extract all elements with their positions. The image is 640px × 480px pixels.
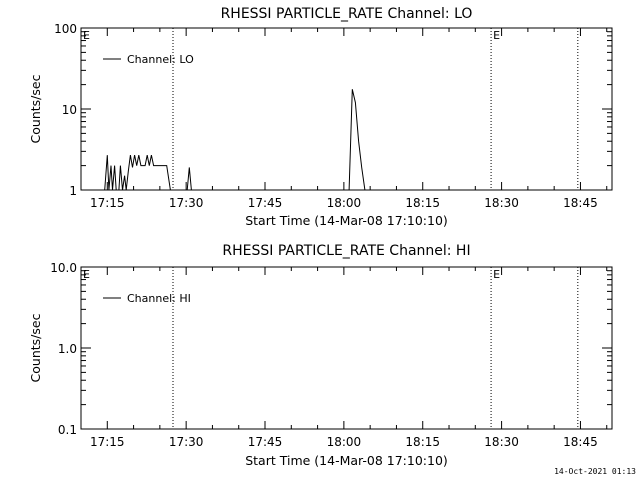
y-tick-label: 10.0 bbox=[50, 261, 77, 275]
x-tick-label: 18:45 bbox=[563, 196, 598, 210]
chart-title: RHESSI PARTICLE_RATE Channel: LO bbox=[221, 6, 473, 22]
y-axis-label: Counts/sec bbox=[28, 74, 43, 143]
chart-panel-0: RHESSI PARTICLE_RATE Channel: LO 17:15 17:… bbox=[28, 6, 613, 228]
x-tick-label: 18:15 bbox=[405, 435, 440, 449]
x-tick-label: 18:00 bbox=[327, 196, 362, 210]
timestamp-footer: 14-Oct-2021 01:13 bbox=[554, 467, 636, 476]
y-tick-label: 1.0 bbox=[58, 342, 77, 356]
x-tick-label: 17:30 bbox=[169, 196, 204, 210]
corner-mark: E bbox=[83, 29, 90, 42]
event-marker-label: E bbox=[493, 268, 500, 281]
x-tick-label: 18:45 bbox=[563, 435, 598, 449]
x-tick-label: 17:45 bbox=[248, 196, 283, 210]
x-tick-label: 17:15 bbox=[90, 435, 125, 449]
chart-title: RHESSI PARTICLE_RATE Channel: HI bbox=[222, 243, 470, 259]
y-tick-label: 1 bbox=[69, 184, 77, 198]
x-axis-label: Start Time (14-Mar-08 17:10:10) bbox=[245, 213, 448, 228]
x-tick-label: 17:15 bbox=[90, 196, 125, 210]
x-tick-label: 17:30 bbox=[169, 435, 204, 449]
corner-mark: E bbox=[83, 268, 90, 281]
chart-panel-1: RHESSI PARTICLE_RATE Channel: HI 17:15 17:… bbox=[28, 243, 613, 468]
y-axis-label: Counts/sec bbox=[28, 313, 43, 382]
event-marker-label: E bbox=[493, 29, 500, 42]
y-tick-label: 100 bbox=[54, 22, 77, 36]
x-tick-label: 18:00 bbox=[327, 435, 362, 449]
x-tick-label: 18:30 bbox=[484, 196, 519, 210]
x-tick-label: 17:45 bbox=[248, 435, 283, 449]
x-tick-label: 18:30 bbox=[484, 435, 519, 449]
legend-label: Channel: LO bbox=[127, 53, 194, 66]
x-tick-label: 18:15 bbox=[405, 196, 440, 210]
x-axis-label: Start Time (14-Mar-08 17:10:10) bbox=[245, 453, 448, 468]
series-line bbox=[104, 89, 368, 191]
y-tick-label: 0.1 bbox=[58, 423, 77, 437]
y-tick-label: 10 bbox=[62, 103, 77, 117]
legend-label: Channel: HI bbox=[127, 292, 191, 305]
